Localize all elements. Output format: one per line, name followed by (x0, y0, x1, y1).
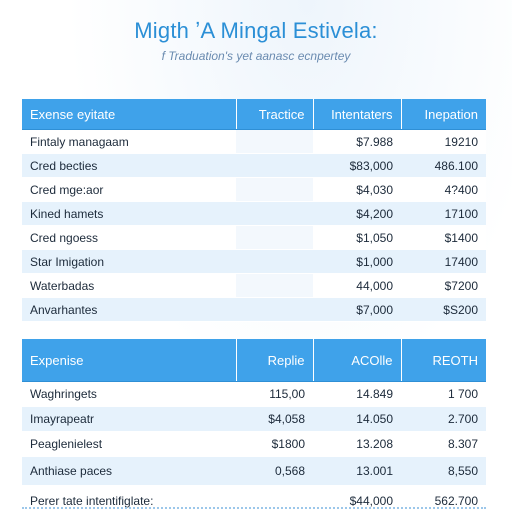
table-cell: 44,000 (313, 273, 401, 298)
table-row: Waghringets 115,00 14.849 1 700 (22, 381, 486, 407)
column-header: Inepation (400, 99, 486, 130)
table-cell: $7.988 (313, 129, 401, 154)
row-label: Cred mge:aor (22, 177, 236, 202)
row-label: Cred becties (22, 153, 236, 178)
page-title: Migth ʼA Mingal Estivela: (134, 18, 378, 43)
table-cell: 14.050 (313, 406, 401, 432)
table-cell: $7200 (401, 273, 486, 298)
table-cell: 8,550 (401, 456, 486, 486)
table-cell: $1,000 (313, 249, 401, 274)
table-cell: $1400 (401, 225, 486, 250)
expense-table-bottom: Expenise Replie ACOlle REOTH Waghringets… (22, 339, 486, 512)
table-row: Star Imigation $1,000 17400 (22, 249, 486, 274)
table-cell: 17400 (401, 249, 486, 274)
table-cell (236, 153, 313, 178)
table-cell: $4,030 (313, 177, 401, 202)
divider (22, 507, 486, 512)
table-cell (236, 225, 313, 250)
column-header: REOTH (400, 339, 486, 382)
table-cell: 8.307 (401, 431, 486, 457)
table-cell: 115,00 (236, 381, 313, 407)
column-header: ACOlle (312, 339, 401, 382)
table-cell: 0,568 (236, 456, 313, 486)
table-cell: $83,000 (313, 153, 401, 178)
row-label: Star Imigation (22, 249, 236, 274)
column-header: Replie (235, 339, 313, 382)
table-cell: 2.700 (401, 406, 486, 432)
table-cell: 1 700 (401, 381, 486, 407)
table-cell: 4?400 (401, 177, 486, 202)
table-cell: $4,058 (236, 406, 313, 432)
column-header: Tractice (235, 99, 313, 130)
table-row: Fintaly managaam $7.988 19210 (22, 129, 486, 154)
row-label: Imayrapeatr (22, 406, 236, 432)
table-cell: 486.100 (401, 153, 486, 178)
table-cell (236, 273, 313, 298)
row-label: Anvarhantes (22, 297, 236, 322)
table-row: Anvarhantes $7,000 $S200 (22, 297, 486, 322)
table-cell: $1,050 (313, 225, 401, 250)
table-cell: $1800 (236, 431, 313, 457)
table-row: Cred ngoess $1,050 $1400 (22, 225, 486, 250)
table-cell: $7,000 (313, 297, 401, 322)
column-header: Expenise (22, 339, 236, 382)
table-cell (236, 177, 313, 202)
table-cell: $4,200 (313, 201, 401, 226)
column-header: Exense eyitate (22, 99, 236, 130)
table-header-row: Expenise Replie ACOlle REOTH (22, 339, 486, 382)
table-cell: $S200 (401, 297, 486, 322)
table-cell: 14.849 (313, 381, 401, 407)
row-label: Peaglenielest (22, 431, 236, 457)
table-row: Cred mge:aor $4,030 4?400 (22, 177, 486, 202)
column-header: Intentaters (312, 99, 401, 130)
table-row: Kined hamets $4,200 17100 (22, 201, 486, 226)
row-label: Kined hamets (22, 201, 236, 226)
table-cell (236, 129, 313, 154)
table-cell: 13.001 (313, 456, 401, 486)
table-cell (236, 249, 313, 274)
table-row: Cred becties $83,000 486.100 (22, 153, 486, 178)
page-subtitle: f Traduation's yet aanasc ecnpertey (161, 49, 351, 63)
table-row: Waterbadas 44,000 $7200 (22, 273, 486, 298)
table-row: Peaglenielest $1800 13.208 8.307 (22, 431, 486, 457)
row-label: Cred ngoess (22, 225, 236, 250)
table-cell: 13.208 (313, 431, 401, 457)
table-row: Anthiase paces 0,568 13.001 8,550 (22, 456, 486, 486)
table-cell: 17100 (401, 201, 486, 226)
row-label: Anthiase paces (22, 456, 236, 486)
table-cell (236, 297, 313, 322)
table-cell (236, 201, 313, 226)
table-row: Imayrapeatr $4,058 14.050 2.700 (22, 406, 486, 432)
row-label: Waghringets (22, 381, 236, 407)
table-header-row: Exense eyitate Tractice Intentaters Inep… (22, 99, 486, 130)
expense-table-top: Exense eyitate Tractice Intentaters Inep… (22, 99, 486, 322)
row-label: Waterbadas (22, 273, 236, 298)
row-label: Fintaly managaam (22, 129, 236, 154)
table-cell: 19210 (401, 129, 486, 154)
